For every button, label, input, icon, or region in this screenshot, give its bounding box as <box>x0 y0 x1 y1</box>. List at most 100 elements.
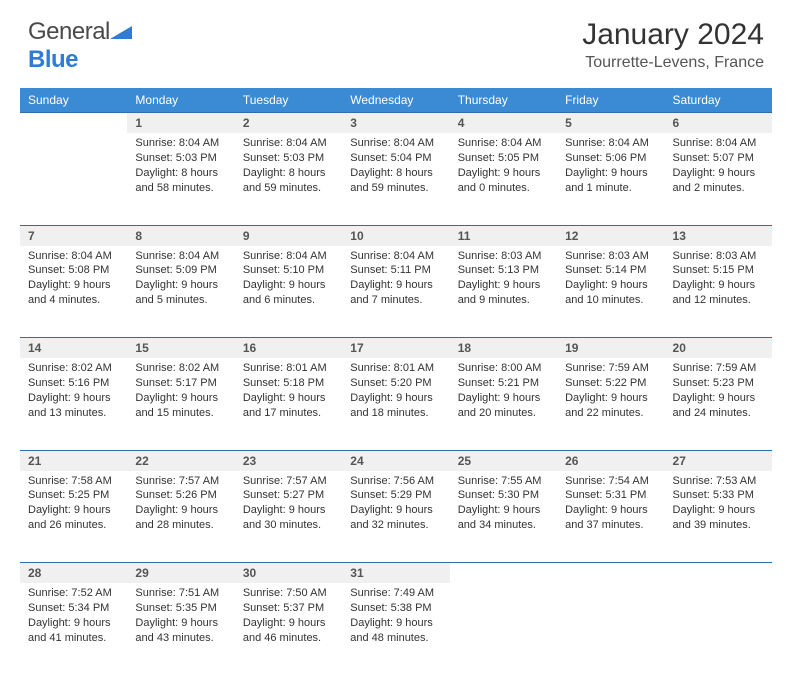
day-line-ss: Sunset: 5:11 PM <box>350 263 441 278</box>
content-row: Sunrise: 8:02 AMSunset: 5:16 PMDaylight:… <box>20 358 772 450</box>
day-number-cell: 8 <box>127 225 234 246</box>
day-line-d2: and 43 minutes. <box>135 631 226 646</box>
day-line-d1: Daylight: 9 hours <box>28 278 119 293</box>
day-number-cell: 4 <box>450 113 557 134</box>
day-content-cell: Sunrise: 7:53 AMSunset: 5:33 PMDaylight:… <box>665 471 772 563</box>
day-line-ss: Sunset: 5:25 PM <box>28 488 119 503</box>
weekday-header: Friday <box>557 88 664 113</box>
day-line-sr: Sunrise: 8:04 AM <box>243 249 334 264</box>
day-line-ss: Sunset: 5:04 PM <box>350 151 441 166</box>
day-content-cell: Sunrise: 7:59 AMSunset: 5:23 PMDaylight:… <box>665 358 772 450</box>
day-line-ss: Sunset: 5:29 PM <box>350 488 441 503</box>
day-line-ss: Sunset: 5:14 PM <box>565 263 656 278</box>
header: General Blue January 2024 Tourrette-Leve… <box>0 0 792 82</box>
day-line-d2: and 18 minutes. <box>350 406 441 421</box>
day-number-cell: 31 <box>342 563 449 584</box>
day-number-cell: 10 <box>342 225 449 246</box>
page-title: January 2024 <box>582 18 764 52</box>
day-line-d1: Daylight: 9 hours <box>135 503 226 518</box>
weekday-header: Thursday <box>450 88 557 113</box>
day-content-cell: Sunrise: 8:04 AMSunset: 5:03 PMDaylight:… <box>127 133 234 225</box>
day-number-cell <box>665 563 772 584</box>
day-line-sr: Sunrise: 8:04 AM <box>565 136 656 151</box>
day-number-cell: 3 <box>342 113 449 134</box>
day-line-ss: Sunset: 5:13 PM <box>458 263 549 278</box>
day-line-d2: and 10 minutes. <box>565 293 656 308</box>
day-content-cell: Sunrise: 8:04 AMSunset: 5:04 PMDaylight:… <box>342 133 449 225</box>
day-content-cell: Sunrise: 7:50 AMSunset: 5:37 PMDaylight:… <box>235 583 342 675</box>
day-content-cell: Sunrise: 8:03 AMSunset: 5:15 PMDaylight:… <box>665 246 772 338</box>
day-line-d2: and 34 minutes. <box>458 518 549 533</box>
day-line-d2: and 22 minutes. <box>565 406 656 421</box>
day-line-d1: Daylight: 9 hours <box>243 278 334 293</box>
day-line-d2: and 32 minutes. <box>350 518 441 533</box>
day-line-ss: Sunset: 5:30 PM <box>458 488 549 503</box>
day-line-sr: Sunrise: 8:03 AM <box>458 249 549 264</box>
day-line-d1: Daylight: 9 hours <box>135 616 226 631</box>
day-line-ss: Sunset: 5:05 PM <box>458 151 549 166</box>
day-number-cell <box>20 113 127 134</box>
logo-text: General Blue <box>28 18 132 74</box>
weekday-header: Tuesday <box>235 88 342 113</box>
day-content-cell: Sunrise: 8:04 AMSunset: 5:03 PMDaylight:… <box>235 133 342 225</box>
day-number-cell: 23 <box>235 450 342 471</box>
day-line-sr: Sunrise: 8:04 AM <box>673 136 764 151</box>
day-content-cell: Sunrise: 7:58 AMSunset: 5:25 PMDaylight:… <box>20 471 127 563</box>
day-content-cell: Sunrise: 7:55 AMSunset: 5:30 PMDaylight:… <box>450 471 557 563</box>
day-line-d1: Daylight: 9 hours <box>243 503 334 518</box>
day-line-sr: Sunrise: 7:53 AM <box>673 474 764 489</box>
day-line-d2: and 28 minutes. <box>135 518 226 533</box>
day-line-sr: Sunrise: 7:52 AM <box>28 586 119 601</box>
day-line-d2: and 24 minutes. <box>673 406 764 421</box>
day-line-ss: Sunset: 5:06 PM <box>565 151 656 166</box>
content-row: Sunrise: 8:04 AMSunset: 5:08 PMDaylight:… <box>20 246 772 338</box>
day-line-sr: Sunrise: 8:04 AM <box>350 249 441 264</box>
day-line-d2: and 39 minutes. <box>673 518 764 533</box>
logo-triangle-icon <box>110 18 132 46</box>
day-line-ss: Sunset: 5:18 PM <box>243 376 334 391</box>
day-line-sr: Sunrise: 8:03 AM <box>565 249 656 264</box>
day-number-cell: 22 <box>127 450 234 471</box>
weekday-header: Monday <box>127 88 234 113</box>
day-line-ss: Sunset: 5:27 PM <box>243 488 334 503</box>
day-content-cell <box>665 583 772 675</box>
day-line-sr: Sunrise: 7:49 AM <box>350 586 441 601</box>
day-line-sr: Sunrise: 8:02 AM <box>28 361 119 376</box>
day-line-ss: Sunset: 5:22 PM <box>565 376 656 391</box>
day-line-ss: Sunset: 5:17 PM <box>135 376 226 391</box>
day-number-cell <box>557 563 664 584</box>
day-content-cell: Sunrise: 8:04 AMSunset: 5:06 PMDaylight:… <box>557 133 664 225</box>
day-number-cell: 30 <box>235 563 342 584</box>
day-line-d2: and 9 minutes. <box>458 293 549 308</box>
day-line-d1: Daylight: 9 hours <box>350 616 441 631</box>
day-content-cell: Sunrise: 8:02 AMSunset: 5:17 PMDaylight:… <box>127 358 234 450</box>
day-line-d1: Daylight: 9 hours <box>243 391 334 406</box>
weekday-header: Sunday <box>20 88 127 113</box>
day-line-d1: Daylight: 9 hours <box>350 278 441 293</box>
daynum-row: 28293031 <box>20 563 772 584</box>
day-number-cell: 27 <box>665 450 772 471</box>
day-number-cell <box>450 563 557 584</box>
day-number-cell: 19 <box>557 338 664 359</box>
day-line-sr: Sunrise: 8:04 AM <box>135 249 226 264</box>
day-line-sr: Sunrise: 7:56 AM <box>350 474 441 489</box>
day-line-d1: Daylight: 9 hours <box>135 391 226 406</box>
daynum-row: 21222324252627 <box>20 450 772 471</box>
day-number-cell: 13 <box>665 225 772 246</box>
day-line-sr: Sunrise: 7:59 AM <box>565 361 656 376</box>
day-line-ss: Sunset: 5:37 PM <box>243 601 334 616</box>
day-line-sr: Sunrise: 8:03 AM <box>673 249 764 264</box>
day-content-cell: Sunrise: 7:52 AMSunset: 5:34 PMDaylight:… <box>20 583 127 675</box>
day-number-cell: 11 <box>450 225 557 246</box>
day-line-d2: and 13 minutes. <box>28 406 119 421</box>
day-number-cell: 29 <box>127 563 234 584</box>
day-line-d1: Daylight: 9 hours <box>565 166 656 181</box>
day-number-cell: 21 <box>20 450 127 471</box>
day-content-cell: Sunrise: 8:01 AMSunset: 5:18 PMDaylight:… <box>235 358 342 450</box>
day-content-cell: Sunrise: 8:04 AMSunset: 5:07 PMDaylight:… <box>665 133 772 225</box>
day-line-d1: Daylight: 9 hours <box>458 166 549 181</box>
day-line-ss: Sunset: 5:33 PM <box>673 488 764 503</box>
day-number-cell: 15 <box>127 338 234 359</box>
day-line-d2: and 12 minutes. <box>673 293 764 308</box>
day-line-d1: Daylight: 9 hours <box>458 278 549 293</box>
